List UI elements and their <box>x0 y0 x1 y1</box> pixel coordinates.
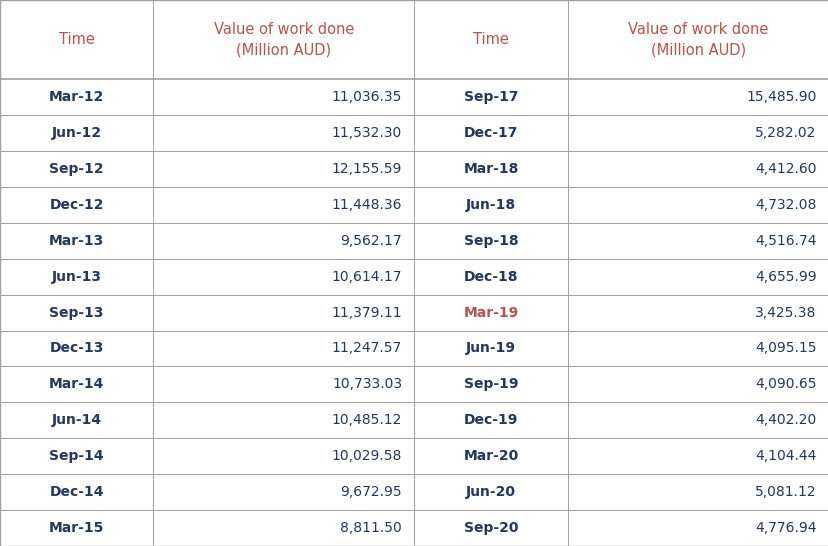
Text: Dec-12: Dec-12 <box>50 198 104 212</box>
Text: 10,614.17: 10,614.17 <box>331 270 402 284</box>
Text: 4,402.20: 4,402.20 <box>754 413 816 428</box>
Text: 11,448.36: 11,448.36 <box>331 198 402 212</box>
Text: Sep-20: Sep-20 <box>464 521 518 535</box>
Text: 11,247.57: 11,247.57 <box>331 341 402 355</box>
Text: Dec-17: Dec-17 <box>464 126 518 140</box>
Text: Jun-19: Jun-19 <box>465 341 516 355</box>
Text: Mar-18: Mar-18 <box>463 162 518 176</box>
Text: 11,379.11: 11,379.11 <box>331 306 402 319</box>
Text: Sep-17: Sep-17 <box>464 90 518 104</box>
Text: Mar-20: Mar-20 <box>463 449 518 463</box>
Text: Jun-14: Jun-14 <box>51 413 102 428</box>
Text: 4,776.94: 4,776.94 <box>754 521 816 535</box>
Text: 4,412.60: 4,412.60 <box>754 162 816 176</box>
Text: 4,516.74: 4,516.74 <box>754 234 816 248</box>
Text: Mar-19: Mar-19 <box>463 306 518 319</box>
Text: 4,090.65: 4,090.65 <box>754 377 816 391</box>
Text: Value of work done
(Million AUD): Value of work done (Million AUD) <box>628 22 768 57</box>
Text: Jun-18: Jun-18 <box>465 198 516 212</box>
Text: Sep-12: Sep-12 <box>50 162 104 176</box>
Text: 11,532.30: 11,532.30 <box>331 126 402 140</box>
Text: 11,036.35: 11,036.35 <box>331 90 402 104</box>
Text: Value of work done
(Million AUD): Value of work done (Million AUD) <box>214 22 354 57</box>
Text: Jun-13: Jun-13 <box>51 270 102 284</box>
Text: Mar-14: Mar-14 <box>49 377 104 391</box>
Text: Jun-20: Jun-20 <box>465 485 516 499</box>
Text: 4,095.15: 4,095.15 <box>754 341 816 355</box>
Text: 9,672.95: 9,672.95 <box>340 485 402 499</box>
Text: Dec-19: Dec-19 <box>464 413 518 428</box>
Text: Sep-19: Sep-19 <box>464 377 518 391</box>
Text: Mar-12: Mar-12 <box>49 90 104 104</box>
Text: 10,485.12: 10,485.12 <box>331 413 402 428</box>
Text: 4,655.99: 4,655.99 <box>754 270 816 284</box>
Text: 12,155.59: 12,155.59 <box>331 162 402 176</box>
Text: 9,562.17: 9,562.17 <box>340 234 402 248</box>
Text: Jun-12: Jun-12 <box>51 126 102 140</box>
Text: Mar-13: Mar-13 <box>49 234 104 248</box>
Text: Sep-18: Sep-18 <box>464 234 518 248</box>
Text: 4,104.44: 4,104.44 <box>754 449 816 463</box>
Text: 4,732.08: 4,732.08 <box>754 198 816 212</box>
Text: 5,282.02: 5,282.02 <box>754 126 816 140</box>
Text: 8,811.50: 8,811.50 <box>340 521 402 535</box>
Text: Sep-13: Sep-13 <box>50 306 104 319</box>
Text: 3,425.38: 3,425.38 <box>754 306 816 319</box>
Text: 10,733.03: 10,733.03 <box>331 377 402 391</box>
Text: Dec-18: Dec-18 <box>464 270 518 284</box>
Text: 10,029.58: 10,029.58 <box>331 449 402 463</box>
Text: Sep-14: Sep-14 <box>50 449 104 463</box>
Text: Dec-14: Dec-14 <box>50 485 104 499</box>
Text: 5,081.12: 5,081.12 <box>754 485 816 499</box>
Text: Time: Time <box>473 32 508 47</box>
Text: Dec-13: Dec-13 <box>50 341 104 355</box>
Text: Time: Time <box>59 32 94 47</box>
Text: Mar-15: Mar-15 <box>49 521 104 535</box>
Text: 15,485.90: 15,485.90 <box>745 90 816 104</box>
